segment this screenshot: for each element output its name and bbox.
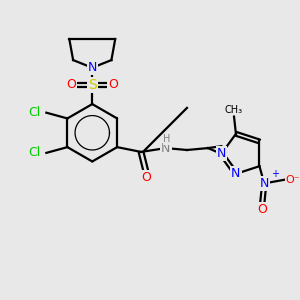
Text: N: N — [161, 142, 171, 154]
Text: S: S — [88, 78, 97, 92]
Text: Cl: Cl — [28, 106, 40, 119]
Text: Cl: Cl — [28, 146, 40, 159]
Text: O: O — [108, 79, 118, 92]
Text: O: O — [257, 203, 267, 216]
Text: +: + — [271, 169, 279, 179]
Text: O⁻: O⁻ — [286, 175, 300, 184]
Text: O: O — [141, 171, 151, 184]
Text: H: H — [163, 134, 170, 145]
Text: N: N — [231, 167, 241, 180]
Text: O: O — [66, 79, 76, 92]
Text: N: N — [88, 61, 97, 74]
Text: N: N — [260, 177, 269, 190]
Text: CH₃: CH₃ — [225, 105, 243, 115]
Text: N: N — [217, 147, 226, 160]
